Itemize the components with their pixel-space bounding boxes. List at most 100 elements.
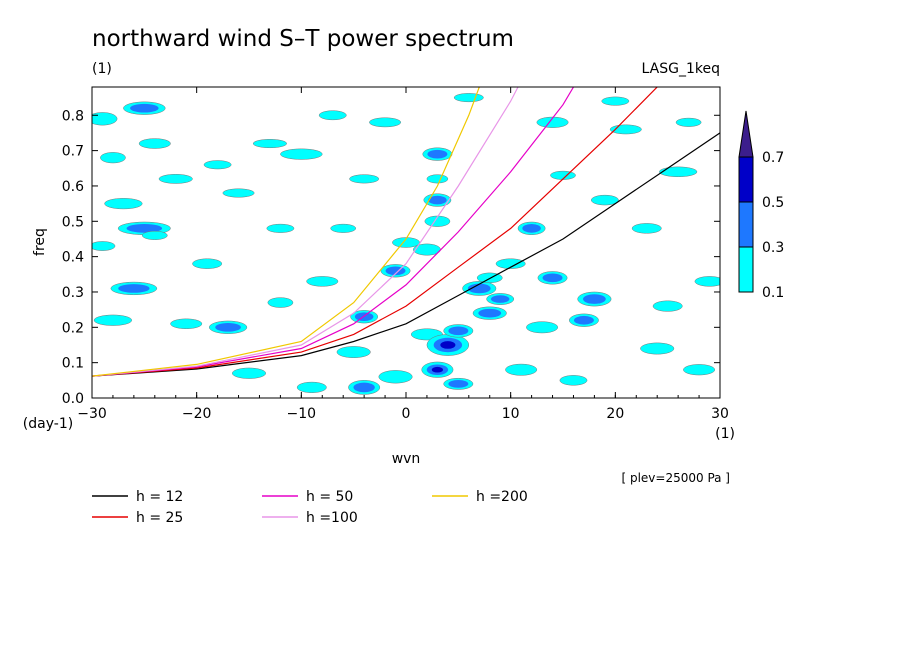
contour-blob bbox=[330, 223, 357, 233]
contour-blob bbox=[266, 223, 295, 233]
contour-blob bbox=[448, 326, 469, 336]
colorbar-segment bbox=[738, 246, 754, 293]
contour-blob bbox=[349, 174, 380, 184]
contour-blob bbox=[683, 364, 716, 376]
x-tick-label: 20 bbox=[606, 406, 624, 422]
contour-blob bbox=[467, 283, 491, 294]
y-tick-label: 0.7 bbox=[62, 144, 84, 160]
colorbar-label: 0.7 bbox=[762, 150, 784, 166]
contour-blob bbox=[126, 224, 163, 233]
contour-blob bbox=[601, 96, 630, 106]
contour-blob bbox=[591, 194, 619, 206]
y-tick-label: 0.2 bbox=[62, 320, 84, 336]
chart-title: northward wind S–T power spectrum bbox=[92, 26, 514, 52]
contour-blob bbox=[170, 318, 203, 329]
contour-blob bbox=[495, 258, 526, 269]
plev-note: [ plev=25000 Pa ] bbox=[621, 471, 730, 485]
contour-blob bbox=[675, 117, 702, 127]
colorbar: 0.1 0.3 0.5 0.7 bbox=[738, 110, 784, 301]
contour-blob bbox=[453, 93, 484, 103]
curve-legend: h = 12 h = 25 h = 50 h =100 h =200 bbox=[92, 489, 528, 526]
contour-blob bbox=[158, 174, 193, 184]
y-unit-label: (day-1) bbox=[23, 416, 73, 432]
dispersion-curve bbox=[92, 87, 575, 377]
dispersion-curve bbox=[92, 132, 720, 377]
contour-blob bbox=[232, 367, 266, 379]
contour-blob bbox=[93, 314, 133, 326]
dispersion-curve bbox=[92, 87, 480, 377]
x-tick-label: 10 bbox=[502, 406, 520, 422]
contour-blob bbox=[138, 138, 171, 149]
axis-ticks: −30 −20 −10 0 10 20 30 0.0 0.1 0.2 0.3 0.4 0.5 0.6 0.7… bbox=[62, 87, 729, 422]
contour-blob bbox=[130, 103, 159, 113]
x-tick-label: −10 bbox=[287, 406, 317, 422]
contour-blob bbox=[490, 295, 510, 303]
contour-blob bbox=[141, 230, 168, 240]
contour-blob bbox=[631, 223, 662, 234]
legend-label: h = 12 bbox=[136, 489, 183, 505]
contour-blob bbox=[542, 273, 563, 283]
contour-blob bbox=[378, 370, 413, 384]
contour-blob bbox=[431, 366, 444, 373]
subtitle-right: LASG_1keq bbox=[642, 61, 720, 77]
contour-blob bbox=[426, 174, 449, 184]
contour-blob bbox=[536, 116, 569, 128]
contour-blob bbox=[222, 188, 255, 198]
legend-label: h = 50 bbox=[306, 489, 353, 505]
x-unit-label: (1) bbox=[715, 426, 735, 442]
y-axis-label: freq bbox=[32, 228, 48, 256]
contour-blob bbox=[318, 110, 347, 121]
y-tick-label: 0.6 bbox=[62, 179, 84, 195]
contour-blob bbox=[440, 341, 456, 349]
contour-blob bbox=[252, 139, 287, 149]
contour-blob bbox=[267, 297, 294, 308]
dispersion-curve bbox=[92, 87, 658, 377]
legend-label: h =100 bbox=[306, 510, 358, 526]
colorbar-label: 0.3 bbox=[762, 240, 784, 256]
contour-blob bbox=[427, 149, 448, 159]
contour-blobs bbox=[92, 93, 720, 395]
contour-blob bbox=[659, 166, 698, 178]
contour-blob bbox=[559, 375, 588, 386]
contour-blob bbox=[118, 284, 150, 293]
subtitle-left: (1) bbox=[92, 61, 112, 77]
contour-blob bbox=[92, 241, 116, 251]
contour-blob bbox=[353, 382, 375, 393]
x-tick-label: 0 bbox=[402, 406, 411, 422]
y-tick-label: 0.8 bbox=[62, 108, 84, 124]
x-axis-label: wvn bbox=[392, 451, 421, 467]
y-tick-label: 0.5 bbox=[62, 214, 84, 230]
colorbar-arrow bbox=[738, 110, 754, 158]
contour-blob bbox=[280, 148, 323, 160]
contour-blob bbox=[336, 346, 371, 358]
y-tick-label: 0.0 bbox=[62, 391, 84, 407]
colorbar-segment bbox=[738, 201, 754, 248]
y-tick-label: 0.1 bbox=[62, 356, 84, 372]
contour-blob bbox=[192, 258, 223, 269]
contour-blob bbox=[203, 160, 232, 170]
contour-blob bbox=[369, 117, 402, 128]
legend-label: h = 25 bbox=[136, 510, 183, 526]
dispersion-curves bbox=[92, 87, 720, 377]
y-tick-label: 0.4 bbox=[62, 250, 84, 266]
x-tick-label: −20 bbox=[182, 406, 212, 422]
x-tick-label: −30 bbox=[77, 406, 107, 422]
contour-blob bbox=[306, 276, 339, 287]
contour-blob bbox=[428, 195, 447, 205]
contour-blob bbox=[652, 300, 683, 312]
contour-blob bbox=[296, 381, 327, 393]
contour-blob bbox=[526, 321, 559, 334]
contour-blob bbox=[573, 315, 594, 325]
contour-blob bbox=[522, 224, 541, 233]
legend-label: h =200 bbox=[476, 489, 528, 505]
contour-blob bbox=[92, 112, 118, 126]
contour-blob bbox=[448, 380, 469, 388]
contour-blob bbox=[505, 363, 538, 376]
contour-blob bbox=[694, 276, 720, 287]
y-tick-label: 0.3 bbox=[62, 285, 84, 301]
dispersion-curve bbox=[92, 87, 519, 377]
contour-blob bbox=[215, 322, 241, 332]
x-tick-label: 30 bbox=[711, 406, 729, 422]
colorbar-label: 0.5 bbox=[762, 195, 784, 211]
